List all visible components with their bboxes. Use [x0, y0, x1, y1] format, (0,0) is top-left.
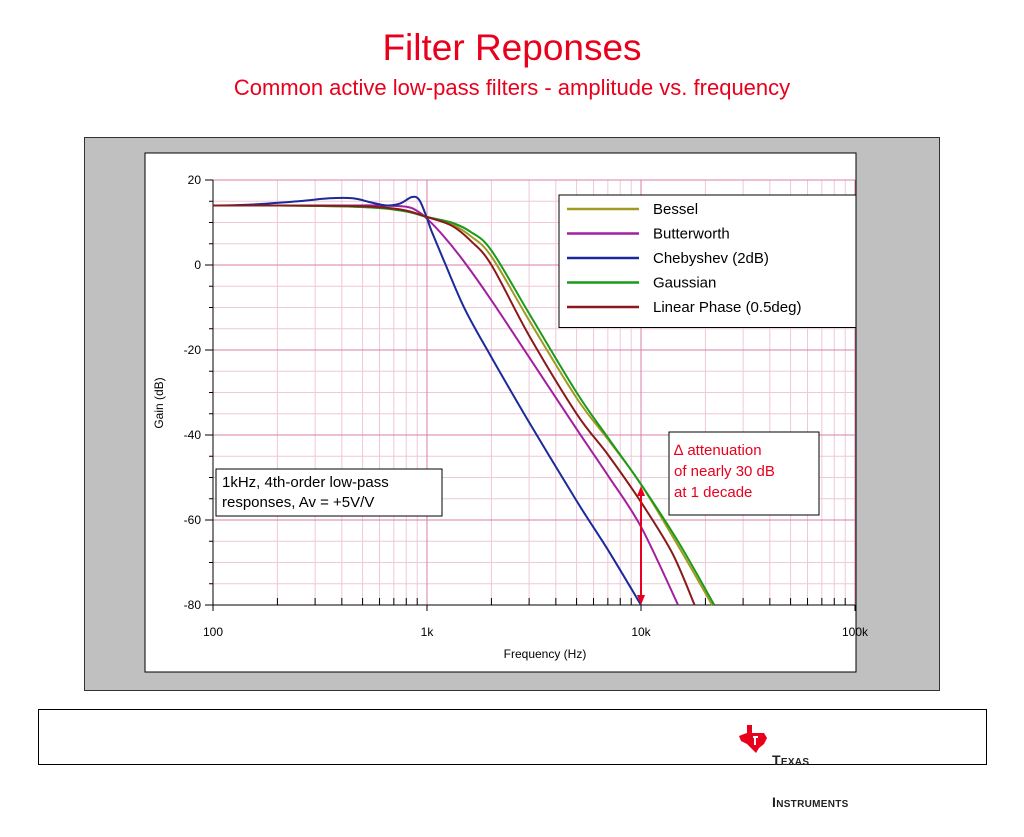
arrow-head-bottom	[637, 595, 645, 605]
x-tick-label: 10k	[631, 625, 651, 639]
series-chebyshev-2db	[212, 195, 642, 606]
x-tick-label: 1k	[421, 625, 435, 639]
note-box	[215, 468, 443, 517]
footer-bar: Texas Instruments	[38, 709, 987, 809]
legend-label: Chebyshev (2dB)	[653, 250, 769, 267]
x-tick-label: 100	[203, 625, 223, 639]
filter-response-chart: 100 1k 10k 100k 20 0 -20 -40 -60 -80 Frequency (H…	[144, 152, 869, 673]
y-axis-label: Gain (dB)	[152, 377, 166, 428]
logo-text-instruments: Instruments	[772, 794, 849, 810]
legend-label: Butterworth	[653, 226, 730, 243]
logo-text-texas: Texas	[772, 752, 810, 768]
arrow-head-top	[637, 486, 645, 496]
attenuation-text-line: of nearly 30 dB	[674, 463, 775, 480]
legend-label: Linear Phase (0.5deg)	[653, 299, 801, 316]
attenuation-text-line: at 1 decade	[674, 484, 752, 501]
legend-box	[558, 194, 857, 328]
note-text-line: responses, Av = +5V/V	[222, 494, 374, 511]
y-tick-label: -40	[184, 428, 202, 442]
legend: Bessel Butterworth Chebyshev (2dB) Gaussian…	[558, 194, 857, 328]
series-linear-phase-0-5deg	[212, 204, 696, 606]
series-lines	[212, 195, 716, 606]
y-tick-label: -80	[184, 598, 202, 612]
attenuation-text-line: ∆ attenuation	[674, 442, 762, 459]
chart-frame: 100 1k 10k 100k 20 0 -20 -40 -60 -80 Frequency (H…	[84, 137, 940, 691]
attenuation-box	[668, 431, 820, 516]
note-text-line: 1kHz, 4th-order low-pass	[222, 474, 389, 491]
y-tick-label: 20	[188, 173, 202, 187]
legend-label: Gaussian	[653, 275, 716, 292]
x-axis-label: Frequency (Hz)	[504, 647, 587, 661]
texas-instruments-logo: Texas Instruments	[738, 724, 868, 809]
legend-label: Bessel	[653, 201, 698, 218]
slide-title: Filter Reponses	[382, 27, 642, 68]
y-tick-label: -60	[184, 513, 202, 527]
x-tick-label: 100k	[842, 625, 869, 639]
axes: 100 1k 10k 100k 20 0 -20 -40 -60 -80	[184, 173, 869, 639]
slide-subtitle: Common active low-pass filters - amplitu…	[233, 75, 791, 100]
y-tick-label: -20	[184, 343, 202, 357]
y-tick-label: 0	[194, 258, 201, 272]
annotations: 1kHz, 4th-order low-pass responses, Av = …	[215, 431, 820, 605]
ti-state-icon	[739, 725, 767, 753]
